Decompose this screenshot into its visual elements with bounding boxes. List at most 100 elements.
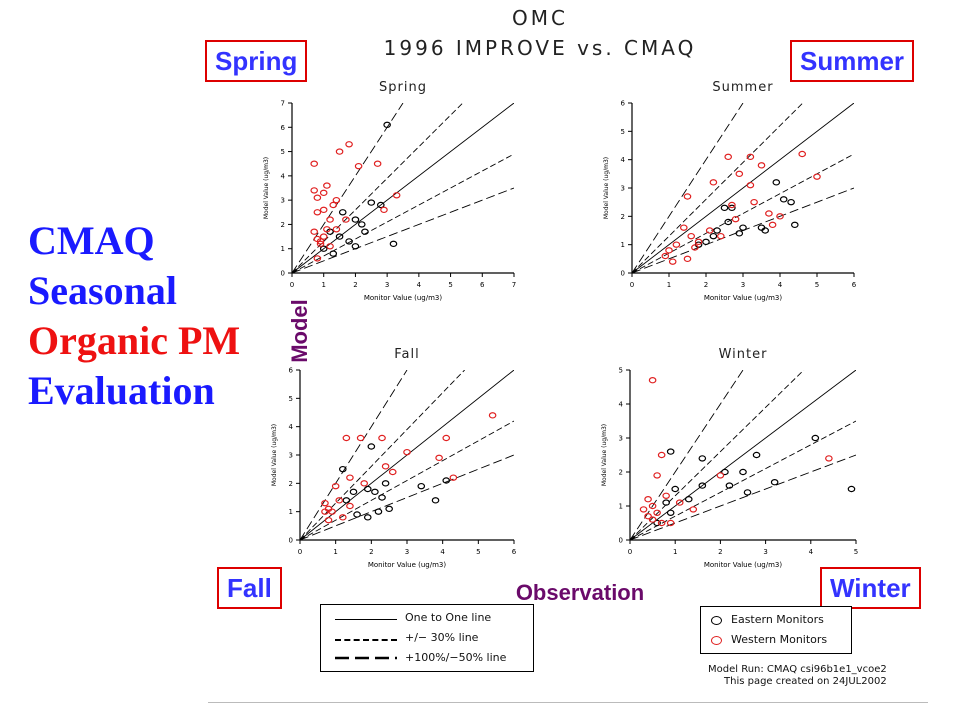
western-point bbox=[687, 232, 696, 240]
panel-spring: Spring 0 1 2 3 4 5 6 7 0 1 2 3 4 5 6 7 Monitor Value (ug/… bbox=[263, 80, 516, 302]
eastern-point bbox=[329, 250, 338, 257]
western-point bbox=[329, 201, 338, 209]
western-point bbox=[648, 502, 657, 510]
plus-100pct-line bbox=[300, 370, 408, 540]
western-point bbox=[331, 482, 340, 490]
y-tick-label: 5 bbox=[621, 128, 625, 136]
western-point bbox=[813, 173, 821, 180]
y-tick-label: 6 bbox=[621, 100, 626, 108]
y-tick-label: 6 bbox=[289, 367, 294, 375]
y-tick-label: 3 bbox=[621, 185, 625, 193]
eastern-point bbox=[666, 448, 675, 455]
western-point bbox=[313, 194, 322, 201]
minus-30pct-line bbox=[292, 153, 514, 273]
y-tick-label: 5 bbox=[289, 395, 293, 403]
short-dash-swatch bbox=[335, 639, 397, 641]
panel-title: Summer bbox=[712, 80, 773, 95]
legend-row-eastern: Eastern Monitors bbox=[701, 613, 851, 629]
y-tick-label: 2 bbox=[281, 221, 285, 229]
western-point bbox=[653, 472, 661, 479]
slide-title-line-4: Evaluation bbox=[28, 368, 215, 413]
x-tick-label: 3 bbox=[763, 548, 767, 556]
bottom-divider bbox=[208, 702, 928, 703]
western-point bbox=[319, 206, 328, 214]
y-tick-label: 7 bbox=[281, 100, 285, 108]
x-tick-label: 4 bbox=[440, 548, 445, 556]
y-tick-label: 0 bbox=[281, 270, 285, 278]
western-point bbox=[689, 506, 698, 513]
eastern-point bbox=[431, 497, 440, 504]
eastern-point bbox=[653, 519, 661, 527]
x-tick-label: 1 bbox=[333, 548, 337, 556]
legend-label: +100%/−50% line bbox=[405, 651, 507, 664]
eastern-point bbox=[787, 198, 795, 206]
season-label-fall: Fall bbox=[217, 567, 282, 609]
eastern-point bbox=[684, 496, 693, 503]
eastern-point bbox=[335, 233, 344, 240]
footer-model-run: Model Run: CMAQ csi96b1e1_vcoe2 bbox=[708, 664, 887, 675]
eastern-point bbox=[728, 204, 736, 212]
western-point bbox=[675, 499, 684, 506]
eastern-point bbox=[698, 482, 707, 489]
slide-title-line-1: CMAQ bbox=[28, 218, 155, 263]
western-point bbox=[661, 252, 670, 260]
western-point bbox=[648, 377, 657, 384]
eastern-point bbox=[761, 227, 770, 234]
western-point bbox=[765, 210, 773, 217]
western-point bbox=[319, 189, 328, 197]
x-tick-label: 3 bbox=[405, 548, 409, 556]
western-point bbox=[716, 232, 725, 240]
plus-100pct-line bbox=[630, 370, 744, 540]
western-point bbox=[321, 508, 329, 515]
western-point bbox=[825, 455, 833, 462]
western-point bbox=[378, 434, 386, 442]
plus-100pct-line bbox=[292, 103, 404, 273]
y-tick-label: 1 bbox=[621, 241, 625, 249]
western-point bbox=[731, 215, 740, 223]
western-marker-swatch bbox=[711, 636, 722, 645]
western-point bbox=[668, 258, 677, 265]
western-point bbox=[345, 141, 353, 148]
western-point bbox=[798, 150, 807, 158]
y-tick-label: 4 bbox=[621, 156, 626, 164]
eastern-point bbox=[374, 508, 383, 515]
eastern-point bbox=[779, 196, 788, 203]
western-point bbox=[328, 508, 336, 515]
eastern-point bbox=[790, 221, 799, 229]
minus-50pct-line bbox=[300, 454, 514, 540]
eastern-point bbox=[367, 443, 376, 450]
y-axis-label: Model Value (ug/m3) bbox=[601, 424, 608, 486]
y-axis-title: Model bbox=[287, 299, 312, 363]
western-point bbox=[310, 228, 319, 235]
western-point bbox=[653, 509, 661, 516]
plus-30pct-line bbox=[632, 103, 804, 273]
marker-legend: Eastern Monitors Western Monitors bbox=[700, 606, 852, 654]
x-tick-label: 2 bbox=[369, 548, 373, 556]
y-tick-label: 0 bbox=[289, 537, 293, 545]
x-axis-title: Observation bbox=[515, 580, 645, 605]
western-point bbox=[392, 192, 401, 199]
legend-label: +/− 30% line bbox=[405, 631, 479, 644]
y-tick-label: 3 bbox=[619, 435, 623, 443]
western-point bbox=[691, 244, 699, 251]
western-point bbox=[657, 451, 666, 459]
legend-row-one-to-one: One to One line bbox=[321, 611, 533, 627]
eastern-point bbox=[709, 232, 718, 240]
eastern-point bbox=[811, 434, 820, 442]
y-tick-label: 0 bbox=[621, 270, 625, 278]
x-tick-label: 3 bbox=[385, 281, 389, 289]
header-subtitle: 1996 IMPROVE vs. CMAQ bbox=[383, 36, 697, 60]
plus-30pct-line bbox=[630, 370, 805, 540]
panel-summer: Summer 0 1 2 3 4 5 6 0 1 2 3 4 5 6 Monitor Value (ug/m3… bbox=[603, 80, 857, 302]
y-tick-label: 3 bbox=[289, 452, 293, 460]
eastern-point bbox=[367, 199, 376, 206]
eastern-point bbox=[743, 489, 752, 496]
western-point bbox=[360, 480, 369, 487]
eastern-point bbox=[752, 451, 761, 459]
y-tick-label: 2 bbox=[619, 469, 623, 477]
eastern-point bbox=[353, 511, 361, 518]
x-tick-label: 0 bbox=[628, 548, 632, 556]
reference-lines bbox=[292, 103, 514, 273]
panel-winter: Winter 0 1 2 3 4 5 0 1 2 3 4 5 Monitor Value (ug/m3) M… bbox=[601, 347, 858, 569]
eastern-point bbox=[770, 479, 779, 486]
